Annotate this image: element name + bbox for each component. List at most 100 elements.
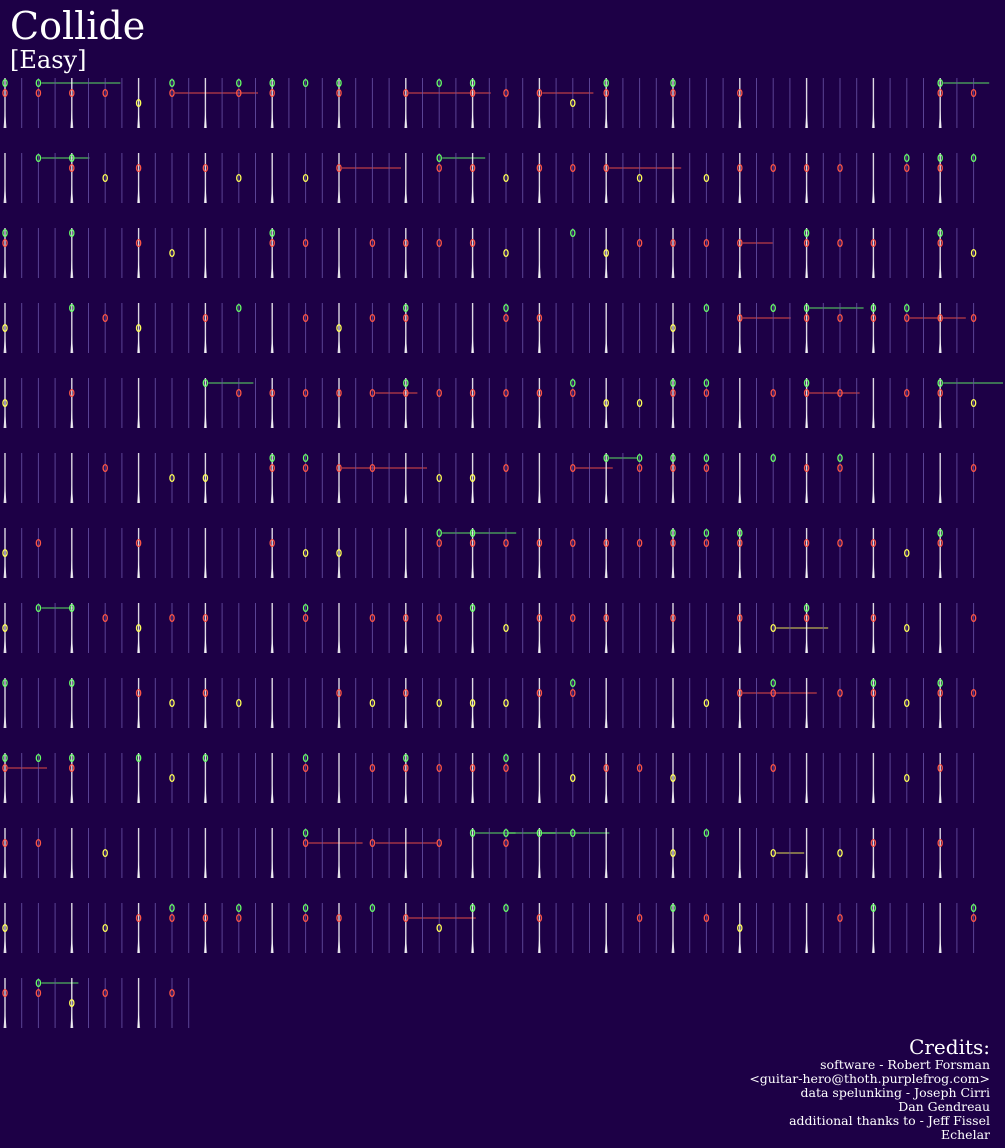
- red-note: [369, 463, 376, 473]
- green-note: [870, 678, 877, 688]
- measure-marker: [871, 785, 875, 803]
- green-note: [570, 828, 576, 838]
- measure-marker: [604, 185, 608, 203]
- measure-marker: [871, 935, 875, 953]
- yellow-note: [336, 323, 342, 333]
- red-note: [703, 538, 710, 548]
- measure-marker: [537, 635, 541, 653]
- measure-marker: [537, 410, 541, 428]
- red-note: [35, 838, 42, 848]
- red-note: [904, 313, 910, 323]
- red-note: [302, 388, 309, 398]
- green-note: [670, 453, 676, 463]
- red-note: [636, 463, 643, 473]
- red-note: [970, 913, 977, 923]
- measure-marker: [738, 785, 742, 803]
- measure-marker: [137, 335, 141, 353]
- measure-marker: [337, 710, 341, 728]
- red-note: [636, 913, 643, 923]
- green-note: [636, 453, 643, 463]
- green-note: [302, 753, 309, 763]
- red-note: [269, 538, 275, 548]
- red-note: [302, 763, 309, 773]
- red-note: [536, 163, 543, 173]
- green-note: [937, 153, 943, 163]
- red-note: [202, 163, 209, 173]
- measure-marker: [604, 785, 608, 803]
- measure-marker: [604, 410, 608, 428]
- red-note: [937, 88, 943, 98]
- measure-marker: [137, 410, 141, 428]
- green-note: [803, 228, 810, 238]
- measure-marker: [604, 860, 608, 878]
- measure-marker: [3, 560, 7, 578]
- yellow-note: [436, 698, 442, 708]
- yellow-note: [904, 623, 910, 633]
- yellow-note: [436, 473, 442, 483]
- green-note: [803, 603, 810, 613]
- red-note: [603, 88, 609, 98]
- red-note: [837, 463, 843, 473]
- yellow-note: [169, 248, 175, 258]
- measure-marker: [471, 635, 475, 653]
- red-note: [403, 688, 409, 698]
- green-note: [35, 753, 42, 763]
- green-note: [770, 453, 776, 463]
- green-note: [236, 903, 242, 913]
- measure-marker: [270, 785, 274, 803]
- green-note: [570, 228, 576, 238]
- green-note: [269, 453, 275, 463]
- yellow-note: [2, 398, 8, 408]
- red-note: [970, 463, 977, 473]
- yellow-note: [102, 923, 108, 933]
- green-note: [469, 78, 476, 88]
- measure-marker: [3, 110, 7, 128]
- green-note: [202, 378, 209, 388]
- measure-marker: [938, 185, 942, 203]
- measure-marker: [404, 110, 408, 128]
- measure-marker: [604, 635, 608, 653]
- red-note: [236, 388, 242, 398]
- red-note: [2, 988, 8, 998]
- green-note: [837, 453, 843, 463]
- red-note: [703, 463, 710, 473]
- green-note: [904, 303, 910, 313]
- measure-marker: [471, 335, 475, 353]
- green-note: [703, 828, 710, 838]
- red-note: [770, 763, 776, 773]
- green-note: [236, 78, 242, 88]
- measure-marker: [3, 635, 7, 653]
- measure-marker: [137, 1010, 141, 1028]
- measure-marker: [70, 335, 74, 353]
- red-note: [770, 388, 776, 398]
- red-note: [536, 538, 543, 548]
- green-note: [69, 753, 75, 763]
- green-note: [2, 228, 8, 238]
- green-note: [35, 78, 42, 88]
- red-note: [737, 538, 743, 548]
- red-note: [870, 313, 877, 323]
- measure-marker: [70, 185, 74, 203]
- red-note: [269, 463, 275, 473]
- red-note: [570, 388, 576, 398]
- measure-marker: [805, 785, 809, 803]
- yellow-note: [102, 173, 108, 183]
- red-note: [904, 163, 910, 173]
- red-note: [469, 538, 476, 548]
- measure-marker: [471, 710, 475, 728]
- red-note: [970, 613, 977, 623]
- measure-marker: [70, 710, 74, 728]
- measure-marker: [3, 1010, 7, 1028]
- red-note: [770, 688, 776, 698]
- measure-marker: [738, 860, 742, 878]
- green-note: [770, 678, 776, 688]
- measure-marker: [3, 185, 7, 203]
- red-note: [803, 313, 810, 323]
- measure-marker: [537, 785, 541, 803]
- red-note: [670, 613, 676, 623]
- measure-marker: [270, 935, 274, 953]
- green-note: [570, 678, 576, 688]
- green-note: [603, 78, 609, 88]
- green-note: [169, 903, 175, 913]
- green-note: [770, 303, 776, 313]
